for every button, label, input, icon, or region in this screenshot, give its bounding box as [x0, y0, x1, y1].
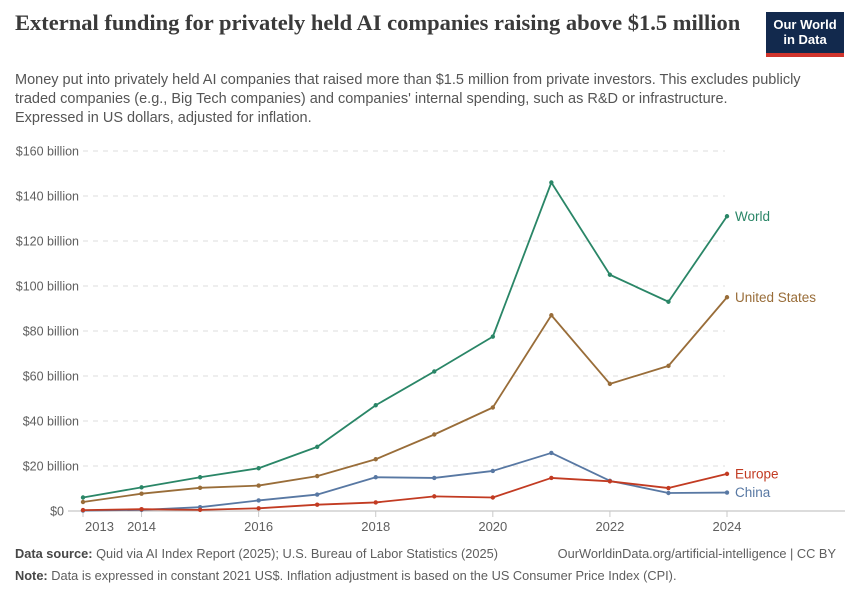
series-point	[432, 369, 437, 374]
series-point	[724, 295, 730, 300]
series-point	[256, 483, 261, 488]
series-line-europe	[82, 472, 728, 512]
series-point	[373, 500, 378, 505]
chart-subtitle-line1: Money put into privately held AI compani…	[15, 72, 801, 88]
series-point	[373, 457, 378, 462]
series-point	[724, 214, 730, 219]
data-source-text: Data source: Quid via AI Index Report (2…	[15, 546, 498, 561]
series-point	[724, 490, 730, 495]
series-point	[314, 473, 320, 479]
y-tick-label: $100 billion	[16, 280, 79, 294]
x-tick-label: 2018	[361, 519, 390, 534]
series-point	[432, 432, 437, 437]
series-point	[314, 444, 320, 450]
footnote: Note: Data is expressed in constant 2021…	[15, 568, 677, 583]
owid-url-link[interactable]: OurWorldinData.org/artificial-intelligen…	[557, 546, 836, 561]
owid-logo-line1: Our World	[773, 16, 837, 32]
series-line-united-states	[82, 296, 728, 503]
series-point	[256, 498, 261, 503]
series-point	[80, 507, 86, 513]
series-point	[197, 507, 203, 513]
series-point	[256, 466, 261, 471]
series-point	[607, 381, 613, 387]
series-point	[373, 475, 378, 480]
y-tick-label: $120 billion	[16, 235, 79, 249]
y-tick-label: $140 billion	[16, 190, 79, 204]
series-line-world	[82, 181, 728, 499]
chart-subtitle-line3: Expressed in US dollars, adjusted for in…	[15, 110, 312, 126]
chart-area: $0 $20 billion $40 billion $60 billion $80 b…	[0, 140, 850, 540]
x-tick-label: 2013	[85, 519, 114, 534]
series-point	[432, 475, 437, 481]
x-tick-label: 2014	[127, 519, 156, 534]
chart-subtitle: Money put into privately held AI compani…	[15, 71, 841, 128]
owid-logo-line2: in Data	[783, 31, 827, 47]
footnote-label: Note:	[15, 568, 48, 583]
series-point	[490, 495, 496, 500]
series-point	[666, 299, 671, 304]
page-title: External funding for privately held AI c…	[15, 9, 763, 37]
footer-source-row: Data source: Quid via AI Index Report (2…	[15, 546, 836, 561]
y-tick-label: $60 billion	[23, 370, 79, 384]
chart-subtitle-line2: traded companies (e.g., Big Tech compani…	[15, 91, 728, 107]
series-point	[549, 180, 554, 185]
series-point	[197, 475, 203, 480]
x-tick-label: 2016	[244, 519, 273, 534]
series-point	[80, 495, 86, 500]
series-point	[197, 485, 203, 491]
x-tick-label: 2020	[478, 519, 507, 534]
line-chart: $0 $20 billion $40 billion $60 billion $80 b…	[16, 145, 845, 534]
y-tick-label: $160 billion	[16, 145, 79, 159]
x-tick-label: 2024	[713, 519, 742, 534]
y-tick-label: $40 billion	[23, 415, 79, 429]
series-point	[549, 313, 554, 318]
series-label-world: World	[735, 209, 770, 224]
series-point	[314, 502, 320, 507]
y-tick-label: $80 billion	[23, 325, 79, 339]
series-point	[490, 334, 496, 339]
series-point	[724, 471, 730, 477]
series-point	[314, 492, 320, 497]
series-point	[139, 507, 144, 512]
series-point	[549, 450, 554, 456]
y-tick-label: $0	[50, 505, 64, 519]
data-source-label: Data source:	[15, 546, 93, 561]
series-point	[666, 490, 671, 496]
series-point	[80, 499, 86, 505]
series-point	[549, 475, 554, 481]
series-point	[139, 491, 144, 496]
series-point	[432, 494, 437, 499]
series-point	[607, 272, 613, 277]
series-point	[666, 485, 671, 491]
series-point	[490, 468, 496, 474]
series-point	[373, 403, 378, 408]
owid-logo[interactable]: Our World in Data	[766, 12, 844, 57]
series-label-united-states: United States	[735, 290, 816, 305]
series-point	[607, 479, 613, 484]
page-title-line1: External funding for privately held AI c…	[15, 10, 668, 35]
series-point	[256, 506, 261, 511]
series-label-china: China	[735, 485, 771, 500]
series-point	[666, 363, 671, 369]
series-point	[139, 485, 144, 490]
page-title-line2: million	[672, 10, 741, 35]
y-tick-label: $20 billion	[23, 460, 79, 474]
series-point	[490, 405, 496, 410]
x-tick-label: 2022	[595, 519, 624, 534]
series-line-china	[82, 452, 728, 512]
series-label-europe: Europe	[735, 466, 779, 481]
